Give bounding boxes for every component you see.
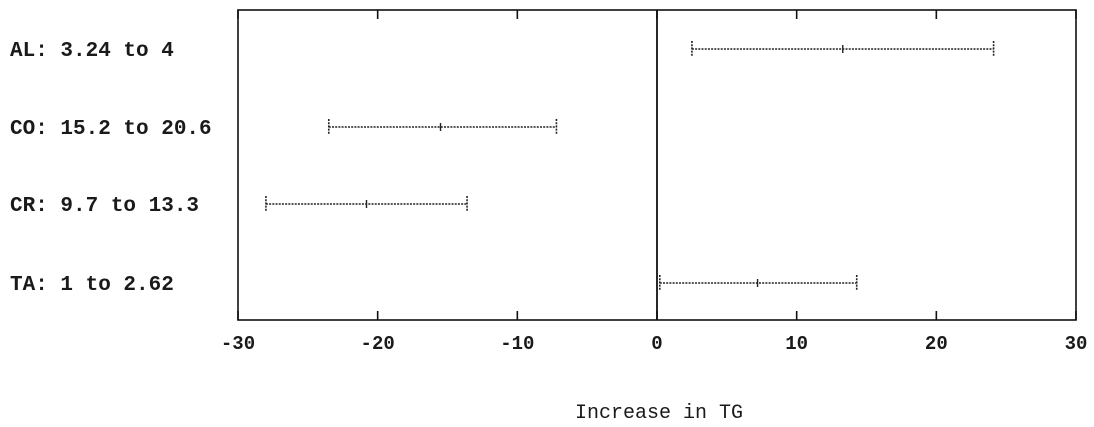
x-tick-label: -30 bbox=[221, 333, 255, 355]
row-label: AL: 3.24 to 4 bbox=[10, 40, 174, 63]
row-label: CR: 9.7 to 13.3 bbox=[10, 195, 199, 218]
x-tick-label: 0 bbox=[651, 333, 662, 355]
interval-row bbox=[691, 41, 995, 57]
row-label: CO: 15.2 to 20.6 bbox=[10, 118, 212, 141]
x-tick-label: -10 bbox=[500, 333, 534, 355]
row-label: TA: 1 to 2.62 bbox=[10, 274, 174, 297]
interval-row bbox=[327, 119, 558, 135]
x-tick-label: 20 bbox=[925, 333, 948, 355]
interval-row bbox=[658, 275, 858, 291]
row-labels: AL: 3.24 to 4 CO: 15.2 to 20.6 CR: 9.7 to … bbox=[10, 40, 212, 297]
confidence-intervals bbox=[265, 41, 995, 291]
x-axis-tick-labels: -30 -20 -10 0 10 20 30 bbox=[221, 333, 1088, 355]
x-tick-label: 30 bbox=[1065, 333, 1088, 355]
x-axis-title: Increase in TG bbox=[575, 402, 743, 425]
x-axis-ticks bbox=[237, 10, 1077, 320]
x-tick-label: -20 bbox=[361, 333, 395, 355]
interval-row bbox=[265, 196, 468, 212]
x-tick-label: 10 bbox=[785, 333, 808, 355]
